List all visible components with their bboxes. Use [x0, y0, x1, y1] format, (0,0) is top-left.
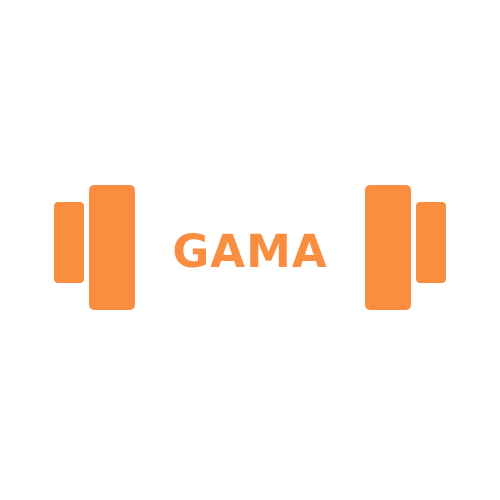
left-outer-plate	[54, 202, 84, 283]
brand-name: GAMA	[172, 225, 328, 278]
left-inner-plate	[89, 185, 135, 310]
right-inner-plate	[365, 185, 411, 310]
right-outer-plate	[416, 202, 446, 283]
